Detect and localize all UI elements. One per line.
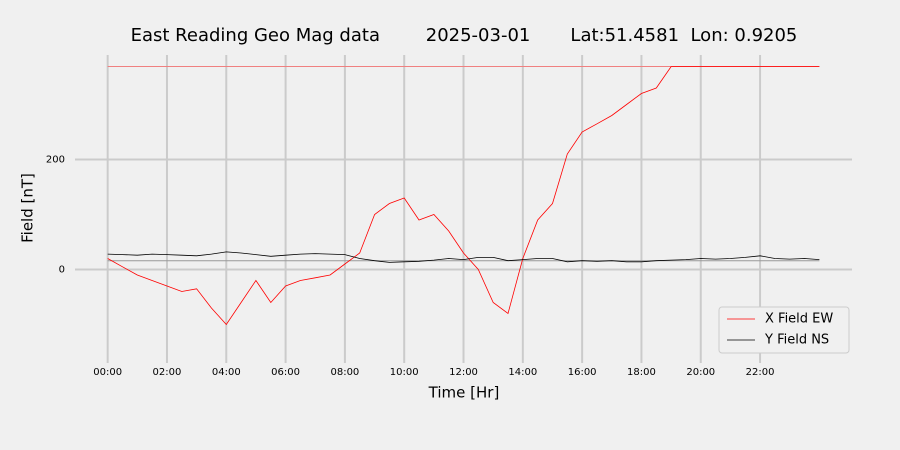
x-tick-label: 16:00 bbox=[568, 367, 597, 378]
series-line bbox=[107, 66, 820, 326]
x-tick-label: 00:00 bbox=[93, 367, 122, 378]
x-tick-label: 18:00 bbox=[627, 367, 656, 378]
y-tick-label: 200 bbox=[46, 155, 65, 166]
series-line bbox=[107, 251, 820, 263]
x-tick-label: 08:00 bbox=[330, 367, 359, 378]
y-tick-label: 0 bbox=[59, 265, 65, 276]
y-axis-label: Field [nT] bbox=[19, 173, 37, 243]
chart-title: East Reading Geo Mag data 2025-03-01 Lat… bbox=[131, 25, 798, 46]
x-tick-label: 12:00 bbox=[449, 367, 478, 378]
legend-box bbox=[718, 306, 850, 354]
x-tick-label: 06:00 bbox=[271, 367, 300, 378]
x-tick-label: 04:00 bbox=[212, 367, 241, 378]
x-axis-label: Time [Hr] bbox=[428, 384, 500, 402]
legend-label: X Field EW bbox=[765, 312, 833, 327]
x-tick-label: 14:00 bbox=[508, 367, 537, 378]
legend-label: Y Field NS bbox=[764, 333, 829, 348]
x-tick-label: 02:00 bbox=[153, 367, 182, 378]
x-tick-label: 20:00 bbox=[686, 367, 715, 378]
x-tick-label: 10:00 bbox=[390, 367, 419, 378]
x-tick-label: 22:00 bbox=[746, 367, 775, 378]
